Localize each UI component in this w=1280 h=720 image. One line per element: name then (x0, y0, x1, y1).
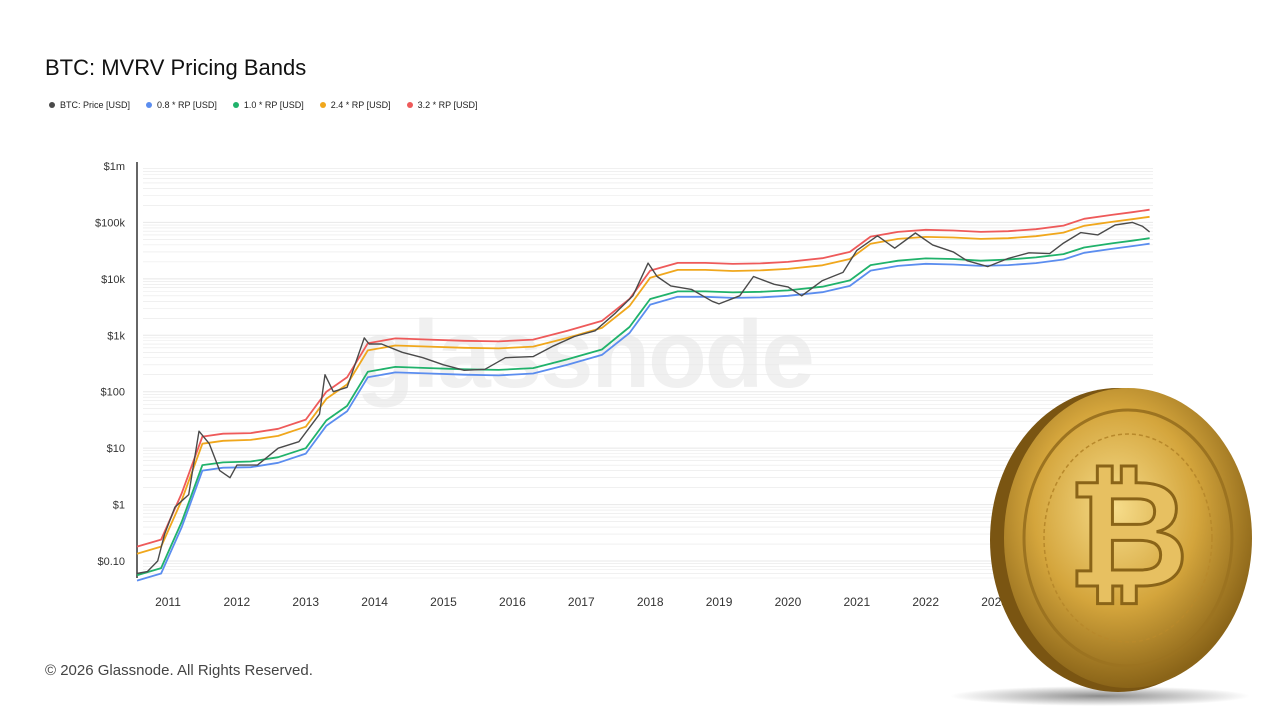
series-line-rp32 (136, 208, 1150, 548)
x-tick-label: 2012 (224, 595, 251, 609)
y-tick-label: $10k (101, 274, 125, 286)
legend-item-price[interactable]: BTC: Price [USD] (49, 100, 130, 110)
legend-label: BTC: Price [USD] (60, 100, 131, 110)
x-tick-label: 2015 (430, 595, 457, 609)
x-tick-label: 2018 (637, 595, 664, 609)
series-line-rp24 (136, 215, 1150, 555)
x-tick-label: 2021 (843, 595, 870, 609)
x-tick-label: 2020 (775, 595, 802, 609)
legend-dot-icon (406, 102, 413, 108)
x-tick-label: 2019 (706, 595, 733, 609)
legend-dot-icon (319, 102, 326, 108)
y-tick-label: $10 (107, 443, 125, 455)
legend-label: 0.8 * RP [USD] (157, 100, 217, 110)
legend-item-rp10[interactable]: 1.0 * RP [USD] (232, 100, 304, 110)
y-tick-label: $0.10 (97, 556, 125, 568)
x-tick-label: 2022 (912, 595, 939, 609)
copyright-footer: © 2026 Glassnode. All Rights Reserved. (45, 662, 313, 679)
y-tick-label: $1 (113, 500, 125, 512)
chart-title: BTC: MVRV Pricing Bands (45, 55, 307, 80)
y-tick-label: $100 (101, 387, 125, 399)
y-tick-label: $1m (104, 161, 125, 173)
bitcoin-coin-icon: ₿ (950, 388, 1252, 706)
series-line-rp10 (136, 237, 1150, 577)
x-tick-label: 2011 (155, 595, 181, 609)
legend-label: 2.4 * RP [USD] (330, 100, 391, 110)
series-line-rp08 (136, 242, 1150, 582)
x-tick-label: 2016 (499, 595, 526, 609)
y-tick-label: $100k (95, 217, 125, 229)
legend-item-rp24[interactable]: 2.4 * RP [USD] (319, 100, 391, 110)
series-line-price (136, 221, 1151, 575)
x-tick-label: 2014 (361, 595, 388, 609)
x-tick-label: 2013 (292, 595, 319, 609)
legend-dot-icon (49, 102, 55, 108)
bitcoin-symbol-icon: ₿ (1067, 448, 1189, 622)
legend-item-rp32[interactable]: 3.2 * RP [USD] (406, 100, 478, 110)
legend-dot-icon (232, 102, 239, 108)
legend-dot-icon (146, 102, 153, 108)
legend-label: 3.2 * RP [USD] (417, 100, 478, 110)
y-tick-label: $1k (107, 330, 125, 342)
legend-item-rp08[interactable]: 0.8 * RP [USD] (146, 100, 217, 110)
chart-legend: BTC: Price [USD] 0.8 * RP [USD] 1.0 * RP [… (49, 100, 477, 110)
legend-label: 1.0 * RP [USD] (243, 100, 304, 110)
x-tick-label: 2017 (568, 595, 595, 609)
